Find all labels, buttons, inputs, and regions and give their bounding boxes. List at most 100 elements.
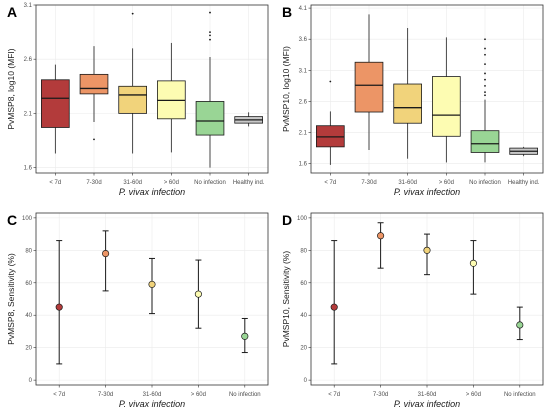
y-tick-label: 2.6 <box>24 57 33 63</box>
panel-border <box>35 4 269 174</box>
y-tick-label: 100 <box>297 216 308 222</box>
y-axis-title: PvMSP8, log10 (MFI) <box>6 48 16 129</box>
data-point <box>469 259 477 267</box>
y-tick-label: 80 <box>25 248 32 254</box>
y-tick-label: 2.6 <box>299 99 308 105</box>
outlier-point <box>209 38 211 41</box>
x-tick-label: 31-60d <box>418 392 437 398</box>
box <box>354 61 384 113</box>
y-tick-label: 40 <box>25 313 32 319</box>
panel-a: A 1.6 2.1 2.6 3.1 < 7d 7-30d 31-60d > 60d No infe… <box>6 3 269 197</box>
y-axis-title: PvMSP8, Sensitivity (%) <box>6 253 16 345</box>
x-tick-label: > 60d <box>466 392 481 398</box>
y-tick-label: 60 <box>300 281 307 287</box>
data-point <box>102 250 110 258</box>
y-tick-label: 40 <box>300 313 307 319</box>
x-tick-label: No infection <box>469 180 501 186</box>
x-tick-label: No infection <box>229 392 261 398</box>
box <box>195 101 225 136</box>
y-tick-label: 60 <box>25 281 32 287</box>
y-tick-label: 80 <box>300 248 307 254</box>
panel-b: B 1.6 2.1 2.6 3.1 3.6 4.1 < 7d 7-30d 31-60d > 60d N… <box>281 4 544 197</box>
x-tick-label: Healthy ind. <box>508 180 540 186</box>
outlier-point <box>484 72 486 75</box>
y-axis-title: PvMSP10, Sensitivity (%) <box>281 251 291 348</box>
y-tick-label: 0 <box>304 378 308 384</box>
box <box>79 73 109 95</box>
box <box>41 79 70 128</box>
y-tick-label: 0 <box>29 378 33 384</box>
box <box>118 85 147 114</box>
x-tick-label: No infection <box>504 392 536 398</box>
x-tick-label: > 60d <box>164 180 179 186</box>
y-axis-title: PvMSP10, log10 (MFI) <box>281 46 291 132</box>
panel-label: A <box>7 4 17 20</box>
outlier-point <box>484 91 486 94</box>
x-tick-label: 7-30d <box>373 392 388 398</box>
y-tick-label: 4.1 <box>299 6 308 12</box>
x-tick-label: Healthy ind. <box>233 180 265 186</box>
panel-border <box>35 212 269 386</box>
outlier-point <box>93 138 95 141</box>
outlier-point <box>484 94 486 97</box>
y-tick-label: 100 <box>22 216 33 222</box>
outlier-point <box>484 38 486 41</box>
data-point <box>55 303 63 311</box>
data-point <box>194 290 202 298</box>
x-tick-label: 7-30d <box>361 180 376 186</box>
x-tick-label: 31-60d <box>143 392 162 398</box>
panel-border <box>310 212 544 386</box>
y-tick-label: 2.1 <box>24 111 33 117</box>
x-tick-label: < 7d <box>324 180 336 186</box>
data-point <box>330 303 338 311</box>
data-point <box>241 332 249 340</box>
box <box>432 76 461 137</box>
y-tick-label: 20 <box>300 346 307 352</box>
panel-label: D <box>282 212 292 228</box>
data-point <box>148 280 156 288</box>
y-tick-label: 3.6 <box>299 37 308 43</box>
box <box>470 130 500 153</box>
x-tick-label: 7-30d <box>98 392 113 398</box>
y-tick-label: 1.6 <box>299 162 308 168</box>
outlier-point <box>484 53 486 56</box>
panel-c: C 0 20 40 60 80 100 < 7d 7-30d 31-60d > 60d No infe… <box>6 212 269 409</box>
panel-label: C <box>7 212 17 228</box>
data-point <box>377 232 385 240</box>
data-point <box>516 321 524 329</box>
x-axis-title: P. vivax infection <box>394 187 460 197</box>
y-tick-label: 2.1 <box>299 131 308 137</box>
x-axis-title: P. vivax infection <box>394 399 460 409</box>
x-tick-label: No infection <box>194 180 226 186</box>
outlier-point <box>484 63 486 66</box>
outlier-point <box>329 80 332 83</box>
outlier-point <box>484 78 486 81</box>
x-tick-label: < 7d <box>53 392 65 398</box>
panel-d: D 0 20 40 60 80 100 < 7d 7-30d 31-60d > 60d No infe… <box>281 212 544 409</box>
x-tick-label: > 60d <box>439 180 454 186</box>
panel-border <box>310 4 544 174</box>
outlier-point <box>209 31 211 33</box>
x-axis-title: P. vivax infection <box>119 187 185 197</box>
y-tick-label: 1.6 <box>24 166 33 172</box>
y-tick-label: 3.1 <box>24 3 33 9</box>
x-tick-label: 31-60d <box>398 180 417 186</box>
outlier-point <box>484 47 486 50</box>
box <box>393 83 422 124</box>
data-point <box>423 246 431 254</box>
outlier-point <box>209 11 211 14</box>
y-tick-label: 3.1 <box>299 68 308 74</box>
x-tick-label: 31-60d <box>123 180 142 186</box>
x-axis-title: P. vivax infection <box>119 399 185 409</box>
outlier-point <box>484 84 486 87</box>
outlier-point <box>131 12 134 15</box>
x-tick-label: > 60d <box>191 392 206 398</box>
x-tick-label: 7-30d <box>86 180 101 186</box>
panel-label: B <box>282 4 292 20</box>
outlier-point <box>209 34 211 37</box>
x-tick-label: < 7d <box>49 180 61 186</box>
y-tick-label: 20 <box>25 346 32 352</box>
x-tick-label: < 7d <box>328 392 340 398</box>
